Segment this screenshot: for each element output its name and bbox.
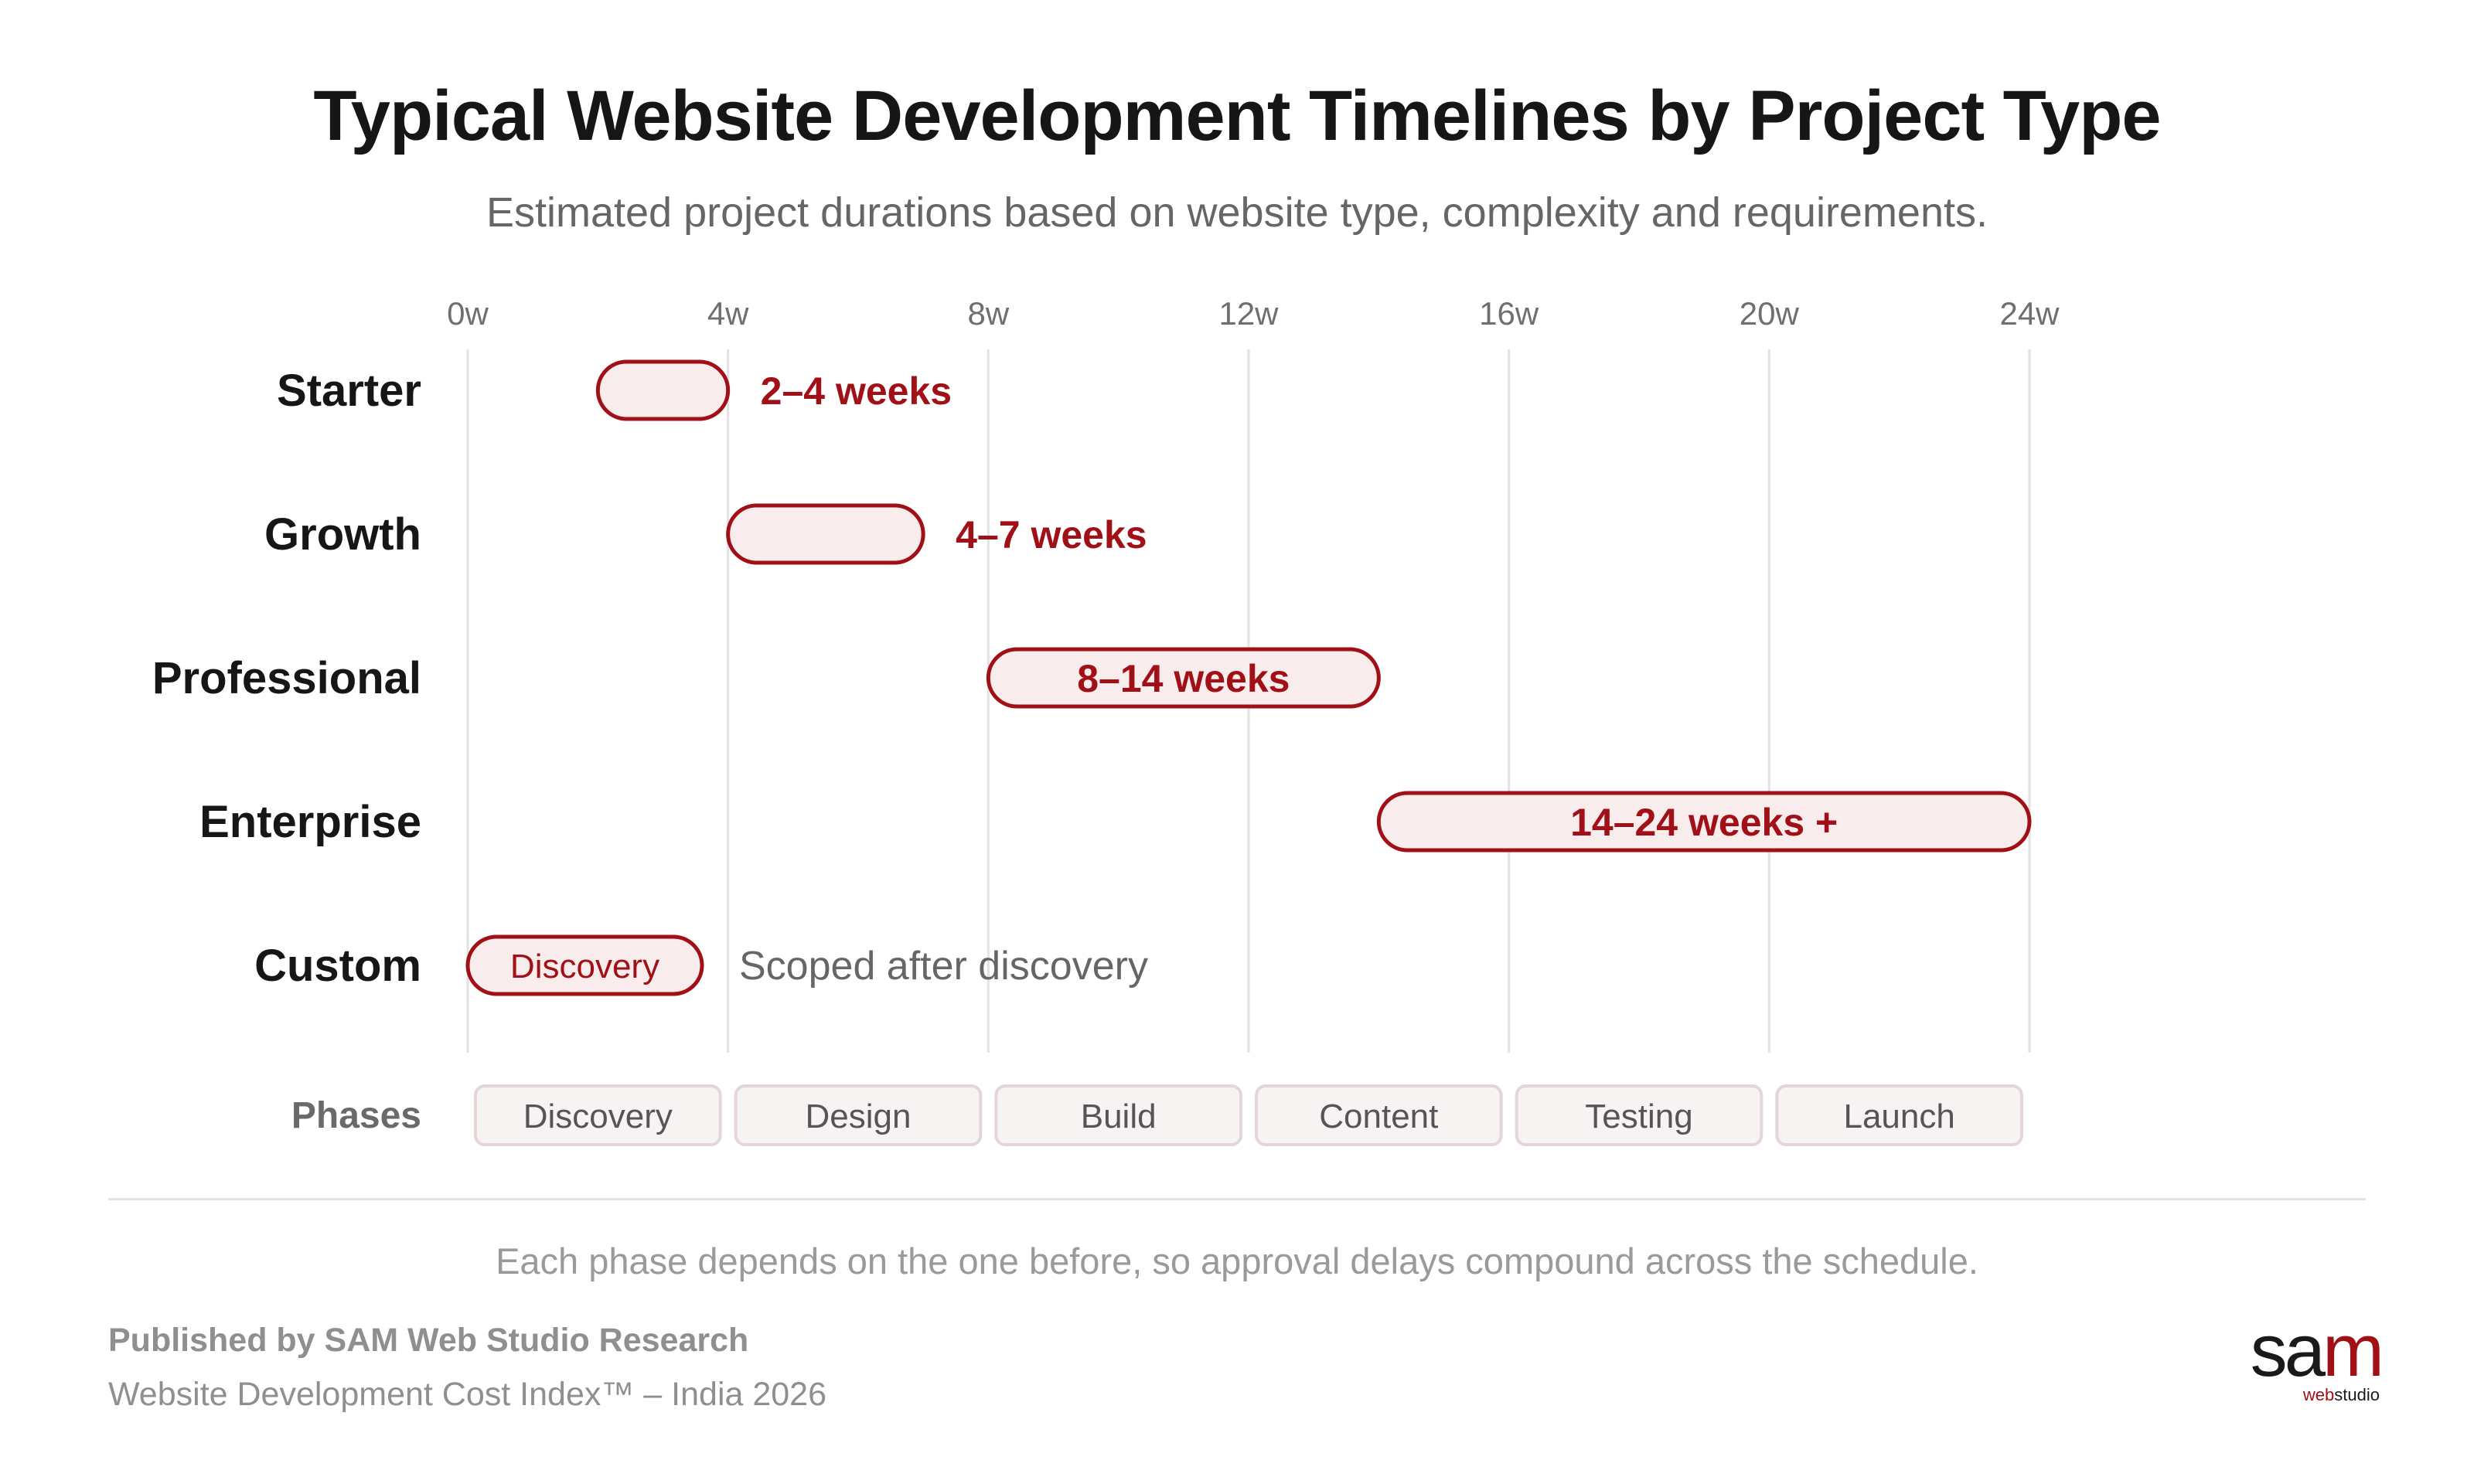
bar-label: 14–24 weeks + — [1570, 801, 1838, 844]
row-label: Growth — [264, 509, 421, 560]
x-tick-label: 8w — [967, 295, 1009, 332]
phase-label: Testing — [1585, 1098, 1692, 1135]
x-tick-label: 20w — [1740, 295, 1800, 332]
row-note: Scoped after discovery — [739, 944, 1148, 989]
logo-wordmark: sam — [2250, 1309, 2384, 1392]
row-label: Starter — [277, 366, 421, 416]
footnote: Each phase depends on the one before, so… — [496, 1241, 1978, 1281]
phase-label: Design — [806, 1098, 912, 1135]
bar-label: 2–4 weeks — [761, 369, 952, 413]
x-tick-label: 16w — [1479, 295, 1539, 332]
range-bar — [595, 359, 731, 421]
phase-pill — [734, 1084, 983, 1146]
row-label: Professional — [152, 653, 421, 703]
divider — [108, 1198, 2366, 1200]
phase-label: Content — [1319, 1098, 1438, 1135]
range-bar — [726, 503, 925, 565]
publisher-credit: Published by SAM Web Studio Research — [108, 1322, 749, 1359]
x-tick-label: 4w — [707, 295, 749, 332]
phases-label: Phases — [291, 1095, 421, 1136]
phase-pill — [474, 1084, 722, 1146]
phase-pill — [1515, 1084, 1763, 1146]
bar-label: Discovery — [510, 948, 659, 985]
chart-subtitle: Estimated project durations based on web… — [486, 189, 1988, 236]
chart-title: Typical Website Development Timelines by… — [313, 77, 2161, 155]
phase-label: Launch — [1843, 1098, 1954, 1135]
logo-subtitle: webstudio — [2302, 1385, 2380, 1404]
x-tick-label: 12w — [1218, 295, 1279, 332]
phase-pill — [1775, 1084, 2023, 1146]
row-label: Custom — [254, 941, 421, 991]
timeline-chart: 0w 4w 8w 12w 16w 20w 24w Starter 2–4 weeks Growth… — [152, 295, 2060, 1146]
range-bar — [1376, 791, 2032, 853]
row-label: Enterprise — [199, 797, 421, 847]
range-bar — [465, 934, 704, 996]
phase-pill — [1255, 1084, 1503, 1146]
x-tick-label: 0w — [447, 295, 489, 332]
bar-label: 4–7 weeks — [956, 513, 1147, 556]
phase-label: Discovery — [523, 1098, 673, 1135]
x-tick-label: 24w — [1999, 295, 2060, 332]
range-bar — [986, 647, 1381, 709]
sam-webstudio-logo: sam webstudio — [2211, 1309, 2384, 1407]
phase-label: Build — [1081, 1098, 1157, 1135]
index-name: Website Development Cost Index™ – India … — [108, 1376, 827, 1413]
phase-pill — [994, 1084, 1243, 1146]
bar-label: 8–14 weeks — [1077, 657, 1290, 700]
